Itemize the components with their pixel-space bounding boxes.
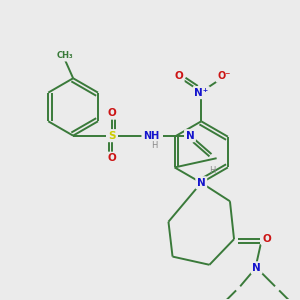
Text: N: N — [252, 263, 261, 273]
Text: N: N — [197, 178, 206, 188]
Text: O: O — [108, 153, 116, 163]
Text: S: S — [108, 131, 116, 141]
Text: O: O — [262, 234, 271, 244]
Text: O: O — [108, 108, 116, 118]
Text: NH: NH — [143, 131, 159, 141]
Text: CH₃: CH₃ — [57, 51, 73, 60]
Text: H: H — [151, 141, 157, 150]
Text: O⁻: O⁻ — [217, 71, 230, 81]
Text: H: H — [209, 166, 216, 175]
Text: N: N — [186, 131, 194, 141]
Text: N⁺: N⁺ — [194, 88, 208, 98]
Text: O: O — [174, 71, 183, 81]
